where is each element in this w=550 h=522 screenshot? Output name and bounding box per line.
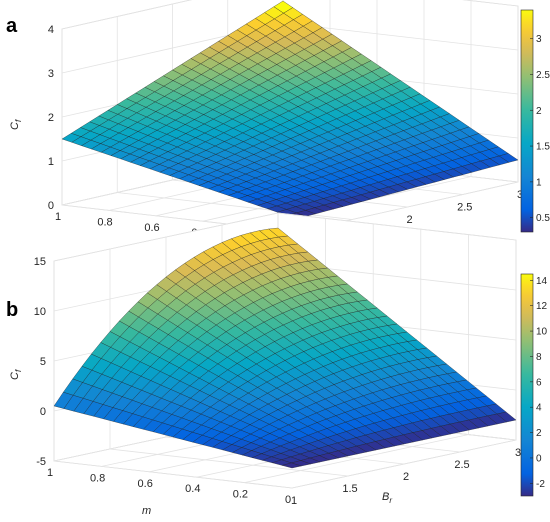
z-tick-label: 0 (48, 200, 54, 212)
y-tick-label: 0.4 (185, 483, 200, 495)
surface-patch (281, 462, 303, 469)
y-tick-label: 0.6 (144, 222, 159, 234)
z-tick-label: 4 (48, 24, 54, 36)
z-tick-label: 10 (34, 306, 46, 318)
colorbar-tick-label: 0.5 (536, 213, 550, 224)
colorbar (520, 9, 534, 233)
colorbar-tick-label: 1.5 (536, 142, 550, 153)
colorbar-tick-label: 0 (536, 453, 542, 464)
z-gridline (61, 0, 519, 30)
x-tick-label: 3 (517, 189, 523, 201)
z-tick-label: 2 (48, 112, 54, 124)
panel-a-zlabel: Cf (9, 119, 23, 130)
y-tick-label: 1 (47, 467, 53, 479)
colorbar-tick-label: 2 (536, 428, 542, 439)
colorbar-tick-label: -2 (536, 479, 545, 490)
y-gridline (296, 6, 519, 233)
y-tick-label: 1 (55, 211, 61, 223)
x-tick-label: 2 (403, 471, 409, 483)
colorbar-tick-label: 10 (536, 327, 548, 338)
y-tick-label: 0.8 (97, 216, 112, 228)
y-gridline (291, 240, 517, 489)
colorbar-tick-label: 2 (536, 106, 542, 117)
colorbar-tick-label: 4 (536, 403, 542, 414)
colorbar (520, 273, 534, 497)
colorbar-tick-label: 3 (536, 34, 542, 45)
panel-b-surface (53, 227, 517, 469)
panel-b-colorbar: -2 0 2 4 6 8 10 12 14 (520, 273, 548, 497)
panel-a-letter: a (6, 15, 18, 37)
y-tick-label: 0.2 (233, 489, 248, 501)
y-gridline (244, 234, 469, 483)
x-tick-label: 3 (515, 447, 521, 459)
colorbar-tick-label: 8 (536, 352, 542, 363)
x-tick-label: 2.5 (457, 202, 472, 214)
panel-b-ylabel: m (142, 505, 151, 517)
z-tick-label: -5 (36, 456, 46, 468)
y-tick-label: 0.8 (90, 472, 105, 484)
z-tick-label: 0 (40, 406, 46, 418)
z-tick-label: 5 (40, 356, 46, 368)
z-tick-label: 1 (48, 156, 54, 168)
x-tick-label: 2 (406, 214, 412, 226)
x-tick-label: 2.5 (454, 459, 469, 471)
colorbar-tick-label: 12 (536, 301, 548, 312)
colorbar-tick-label: 6 (536, 377, 542, 388)
colorbar-tick-label: 2.5 (536, 70, 550, 81)
panel-b-letter: b (6, 299, 18, 321)
y-tick-label: 0.6 (138, 478, 153, 490)
panel-b-xlabel: Br (382, 491, 392, 505)
panel-a-surface (61, 0, 519, 220)
colorbar-tick-label: 1 (536, 177, 542, 188)
x-tick-label: 1.5 (342, 483, 357, 495)
z-tick-label: 15 (34, 256, 46, 268)
panel-a-colorbar: 0.5 1 1.5 2 2.5 3 (520, 9, 550, 233)
z-tick-label: 3 (48, 68, 54, 80)
x-tick-label: 1 (291, 495, 297, 507)
panel-b-ticks: -5 0 5 10 15 1 1.5 2 2.5 3 0 0.2 0.4 0.6 0.8 1 (34, 256, 521, 507)
y-tick-label: 0 (285, 494, 291, 506)
panel-b-zlabel: Cf (9, 369, 23, 380)
colorbar-tick-label: 14 (536, 276, 548, 287)
